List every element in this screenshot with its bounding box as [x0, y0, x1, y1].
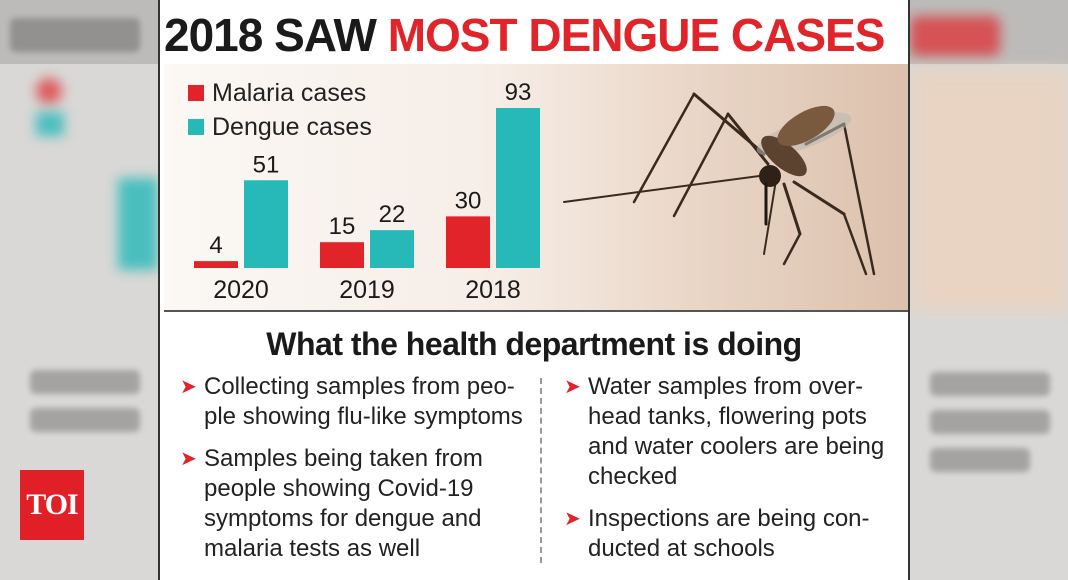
- bar-malaria-2020: [194, 261, 238, 268]
- x-tick-label-2018: 2018: [465, 276, 521, 304]
- red-arrow-icon: ➤: [564, 376, 581, 398]
- data-label-dengue-2019: 22: [379, 201, 406, 228]
- bullet-text: Collecting samples from peo-ple showing …: [204, 373, 523, 430]
- bar-chart: 4 51 2020 15 22 2019 30 93 2018: [194, 79, 540, 304]
- section-title: What the health department is doing: [266, 326, 802, 362]
- bullet-item: ➤ Collecting samples from peo-ple showin…: [180, 372, 525, 432]
- bar-malaria-2018: [446, 216, 490, 268]
- x-tick-label-2020: 2020: [213, 276, 269, 304]
- mosquito-icon: [563, 92, 876, 276]
- bar-dengue-2019: [370, 230, 414, 268]
- legend-label-malaria: Malaria cases: [212, 78, 367, 107]
- bar-malaria-2019: [320, 242, 364, 268]
- bullet-item: ➤ Water samples from over-head tanks, fl…: [564, 372, 899, 492]
- left-column: ➤ Collecting samples from peo-ple showin…: [180, 372, 525, 576]
- red-arrow-icon: ➤: [180, 376, 197, 398]
- legend-item-dengue: Dengue cases: [188, 110, 372, 144]
- bullet-text: Inspections are being con-ducted at scho…: [588, 505, 870, 562]
- bullet-text: Water samples from over-head tanks, flow…: [588, 373, 885, 490]
- toi-logo: TOI: [20, 470, 84, 540]
- headline-part1: 2018 SAW: [164, 9, 377, 61]
- red-arrow-icon: ➤: [180, 448, 197, 470]
- legend-swatch-dengue: [188, 119, 204, 135]
- chart-legend: Malaria cases Dengue cases: [188, 76, 372, 144]
- data-label-malaria-2019: 15: [329, 213, 356, 240]
- chart-panel: 4 51 2020 15 22 2019 30 93 2018 Malaria cases De…: [164, 64, 908, 312]
- data-label-dengue-2018: 93: [505, 79, 532, 106]
- legend-label-dengue: Dengue cases: [212, 112, 372, 141]
- legend-swatch-malaria: [188, 85, 204, 101]
- data-label-dengue-2020: 51: [253, 151, 280, 178]
- bullet-item: ➤ Samples being taken from people showin…: [180, 444, 525, 564]
- bar-dengue-2020: [244, 180, 288, 268]
- bullet-item: ➤ Inspections are being con-ducted at sc…: [564, 504, 899, 564]
- legend-item-malaria: Malaria cases: [188, 76, 372, 110]
- toi-logo-text: TOI: [26, 488, 78, 521]
- headline-part2: MOST DENGUE CASES: [387, 9, 886, 61]
- bar-dengue-2018: [496, 108, 540, 268]
- blurred-background-right: [910, 0, 1068, 580]
- x-tick-label-2019: 2019: [339, 276, 395, 304]
- data-label-malaria-2018: 30: [455, 187, 482, 214]
- data-label-malaria-2020: 4: [209, 232, 222, 259]
- infographic-card: 2018 SAW MOST DENGUE CASES: [158, 0, 910, 580]
- headline: 2018 SAW MOST DENGUE CASES: [160, 8, 908, 62]
- bullet-text: Samples being taken from people showing …: [204, 445, 483, 562]
- right-column: ➤ Water samples from over-head tanks, fl…: [564, 372, 899, 576]
- red-arrow-icon: ➤: [564, 508, 581, 530]
- column-divider: [540, 378, 542, 563]
